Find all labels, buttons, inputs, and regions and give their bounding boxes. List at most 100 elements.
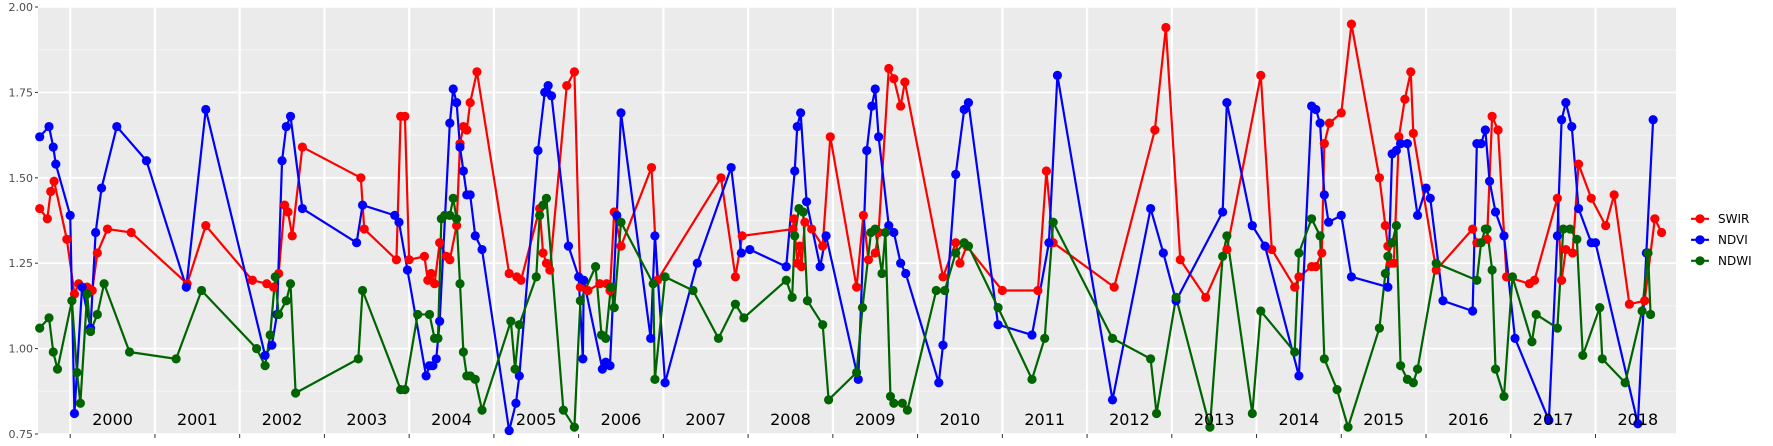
data-point-ndwi bbox=[1107, 333, 1118, 343]
data-point-ndvi bbox=[181, 282, 191, 292]
data-point-ndvi bbox=[390, 210, 400, 220]
data-point-ndwi bbox=[1332, 384, 1342, 395]
data-point-ndvi bbox=[815, 262, 825, 272]
data-point-ndwi bbox=[1578, 350, 1588, 361]
data-point-ndwi bbox=[281, 296, 291, 306]
data-point-ndwi bbox=[951, 248, 961, 258]
data-point-ndwi bbox=[889, 398, 899, 408]
data-point-ndvi bbox=[867, 101, 877, 111]
data-point-ndwi bbox=[72, 367, 82, 378]
data-point-ndvi bbox=[1490, 207, 1501, 217]
data-point-swir bbox=[400, 111, 410, 121]
data-point-ndwi bbox=[252, 344, 262, 354]
data-point-ndvi bbox=[267, 340, 277, 350]
data-point-swir bbox=[737, 231, 747, 241]
data-point-ndwi bbox=[1412, 364, 1423, 374]
data-point-swir bbox=[356, 173, 366, 183]
year-label: 2009 bbox=[855, 410, 896, 429]
data-point-swir bbox=[800, 217, 810, 227]
data-point-swir bbox=[562, 80, 572, 91]
data-point-ndvi bbox=[277, 156, 287, 166]
data-point-swir bbox=[1640, 296, 1650, 306]
data-point-ndvi bbox=[745, 244, 755, 255]
year-label: 2014 bbox=[1279, 410, 1320, 429]
data-point-ndwi bbox=[787, 292, 797, 302]
data-point-swir bbox=[870, 248, 880, 258]
data-point-ndvi bbox=[1648, 115, 1658, 125]
data-point-ndvi bbox=[579, 275, 589, 285]
data-point-ndvi bbox=[428, 361, 438, 371]
data-point-ndvi bbox=[477, 244, 487, 255]
data-point-swir bbox=[102, 224, 113, 234]
data-point-ndwi bbox=[1507, 272, 1518, 282]
data-point-ndvi bbox=[1412, 210, 1423, 220]
data-point-ndwi bbox=[870, 224, 880, 234]
year-label: 2000 bbox=[92, 410, 133, 429]
data-point-swir bbox=[504, 268, 514, 279]
data-point-swir bbox=[42, 214, 52, 224]
data-point-swir bbox=[851, 282, 862, 292]
data-point-ndvi bbox=[901, 268, 911, 279]
data-point-swir bbox=[1408, 128, 1418, 138]
data-point-swir bbox=[92, 248, 102, 258]
data-point-swir bbox=[452, 221, 462, 231]
data-point-swir bbox=[863, 255, 874, 265]
data-point-swir bbox=[462, 125, 472, 135]
data-point-swir bbox=[1324, 118, 1335, 128]
data-point-ndvi bbox=[402, 265, 413, 275]
legend-label: SWIR bbox=[1718, 212, 1749, 226]
data-point-ndvi bbox=[889, 227, 899, 238]
data-point-ndwi bbox=[506, 316, 516, 326]
data-point-swir bbox=[818, 241, 828, 251]
series-line-ndvi bbox=[38, 74, 1655, 432]
data-point-ndvi bbox=[69, 408, 80, 419]
data-point-ndwi bbox=[1146, 354, 1156, 364]
data-point-ndwi bbox=[880, 227, 890, 238]
data-point-ndvi bbox=[35, 132, 45, 142]
legend-key-point bbox=[1695, 256, 1705, 266]
data-point-ndwi bbox=[1558, 224, 1568, 234]
data-point-swir bbox=[1311, 262, 1321, 272]
data-point-ndwi bbox=[1315, 231, 1325, 241]
y-tick-label: 1.50 bbox=[9, 172, 34, 185]
data-point-ndwi bbox=[1565, 224, 1575, 234]
data-point-swir bbox=[1033, 285, 1043, 296]
data-point-ndvi bbox=[431, 354, 441, 364]
data-point-ndvi bbox=[650, 231, 660, 241]
data-point-ndwi bbox=[445, 210, 455, 220]
data-point-swir bbox=[1609, 190, 1619, 200]
data-point-ndwi bbox=[963, 241, 974, 251]
data-point-ndwi bbox=[1151, 408, 1162, 419]
data-point-ndvi bbox=[1218, 207, 1228, 217]
data-point-ndvi bbox=[612, 210, 622, 220]
data-point-ndvi bbox=[646, 333, 656, 343]
data-point-ndvi bbox=[511, 398, 521, 408]
year-label: 2008 bbox=[770, 410, 811, 429]
y-tick-label: 1.00 bbox=[9, 343, 34, 356]
data-point-ndwi bbox=[1396, 361, 1406, 371]
data-point-ndvi bbox=[963, 98, 974, 108]
data-point-ndwi bbox=[739, 313, 749, 323]
year-label: 2012 bbox=[1109, 410, 1150, 429]
data-point-ndwi bbox=[1319, 354, 1329, 364]
data-point-swir bbox=[1041, 166, 1051, 176]
year-label: 2005 bbox=[516, 410, 557, 429]
data-point-ndwi bbox=[616, 217, 626, 227]
data-point-ndwi bbox=[1499, 391, 1509, 402]
data-point-swir bbox=[1150, 125, 1160, 135]
legend-key-point bbox=[1695, 235, 1705, 245]
data-point-ndwi bbox=[1307, 214, 1317, 224]
data-point-ndvi bbox=[285, 111, 296, 121]
data-point-swir bbox=[35, 203, 45, 214]
data-point-ndvi bbox=[1633, 419, 1643, 429]
data-point-ndvi bbox=[736, 248, 746, 258]
data-point-ndwi bbox=[824, 395, 834, 405]
data-point-swir bbox=[896, 101, 906, 111]
data-point-ndvi bbox=[543, 80, 553, 91]
data-point-ndwi bbox=[1383, 251, 1393, 261]
data-point-swir bbox=[247, 275, 257, 285]
data-point-ndwi bbox=[85, 326, 96, 337]
data-point-ndvi bbox=[455, 142, 465, 152]
data-point-swir bbox=[825, 132, 835, 142]
